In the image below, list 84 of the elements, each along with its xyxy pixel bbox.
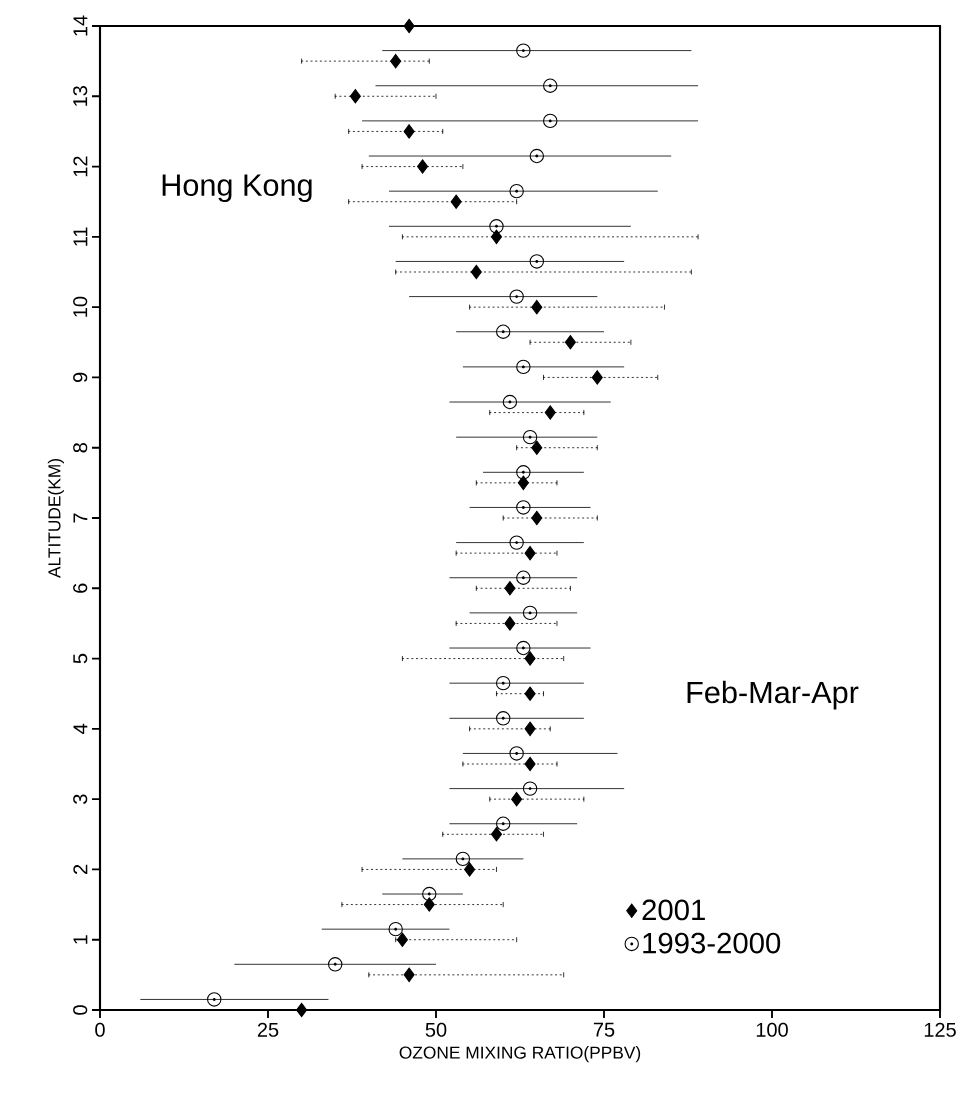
y-tick-label: 9: [73, 372, 88, 383]
y-tick-label: 6: [73, 583, 88, 593]
x-axis-title: OZONE MIXING RATIO(PPBV): [399, 1046, 641, 1063]
point: [531, 440, 543, 455]
y-tick-label: 0: [73, 1005, 88, 1015]
point: [422, 886, 437, 902]
point: [543, 78, 558, 93]
point: [504, 581, 516, 596]
point: [529, 254, 545, 269]
point: [524, 721, 536, 737]
annotation: Feb-Mar-Apr: [687, 680, 859, 710]
point: [522, 605, 538, 621]
point: [524, 651, 536, 666]
point: [543, 113, 558, 129]
x-tick-label: 50: [425, 1022, 447, 1037]
x-tick-label: 0: [95, 1022, 105, 1037]
point: [388, 921, 403, 937]
point: [516, 359, 531, 375]
point: [591, 370, 603, 385]
x-tick-label: 25: [257, 1022, 279, 1037]
y-tick-label: 1: [73, 935, 88, 944]
point: [524, 756, 536, 772]
point: [403, 967, 415, 983]
point: [531, 510, 543, 526]
x-tick-label: 125: [924, 1022, 956, 1037]
x-tick-label: 75: [593, 1022, 615, 1037]
point: [490, 827, 503, 842]
y-tick-label: 13: [73, 86, 88, 106]
point: [509, 183, 524, 199]
y-tick-label: 2: [73, 864, 88, 874]
legend-label: 2001: [642, 899, 705, 921]
point: [455, 851, 471, 867]
point: [524, 545, 536, 561]
point: [509, 289, 524, 304]
y-axis-title: ALTITUDE(KM): [47, 459, 64, 578]
annotation: Hong Kong: [162, 174, 312, 203]
point: [403, 18, 415, 34]
point: [522, 429, 538, 445]
point: [517, 475, 529, 491]
legend-label: 1993-2000: [643, 932, 781, 954]
point: [390, 53, 402, 69]
y-tick-label: 7: [73, 513, 88, 523]
point: [495, 675, 511, 691]
point: [564, 335, 576, 350]
y-tick-label: 4: [73, 723, 88, 734]
point: [504, 616, 516, 631]
point: [328, 957, 343, 972]
x-tick-label: 100: [756, 1022, 788, 1037]
point: [490, 229, 503, 245]
point: [207, 992, 222, 1007]
point: [450, 194, 462, 209]
point: [516, 640, 531, 656]
point: [531, 299, 543, 315]
point: [509, 535, 524, 550]
point: [509, 746, 524, 761]
y-tick-label: 10: [73, 296, 88, 317]
y-tick-label: 3: [73, 794, 88, 804]
point: [516, 570, 531, 585]
y-tick-label: 8: [73, 443, 88, 453]
point: [417, 159, 429, 174]
point: [495, 324, 511, 339]
point: [516, 500, 531, 515]
point: [516, 43, 531, 58]
point: [470, 264, 482, 280]
point: [511, 791, 523, 807]
point: [403, 124, 415, 139]
point: [495, 711, 511, 726]
y-tick-label: 11: [73, 227, 88, 246]
point: [396, 932, 408, 947]
point: [296, 1002, 308, 1018]
point: [529, 148, 545, 164]
point: [524, 686, 536, 701]
point: [516, 465, 531, 480]
point: [544, 405, 556, 420]
point: [349, 89, 361, 104]
y-tick-label: 12: [73, 156, 88, 177]
y-tick-label: 5: [73, 653, 88, 664]
point: [495, 816, 511, 831]
point: [464, 862, 476, 877]
y-tick-label: 14: [73, 15, 88, 36]
point: [502, 394, 518, 410]
point: [423, 897, 435, 912]
point: [522, 781, 538, 796]
point: [489, 219, 504, 234]
